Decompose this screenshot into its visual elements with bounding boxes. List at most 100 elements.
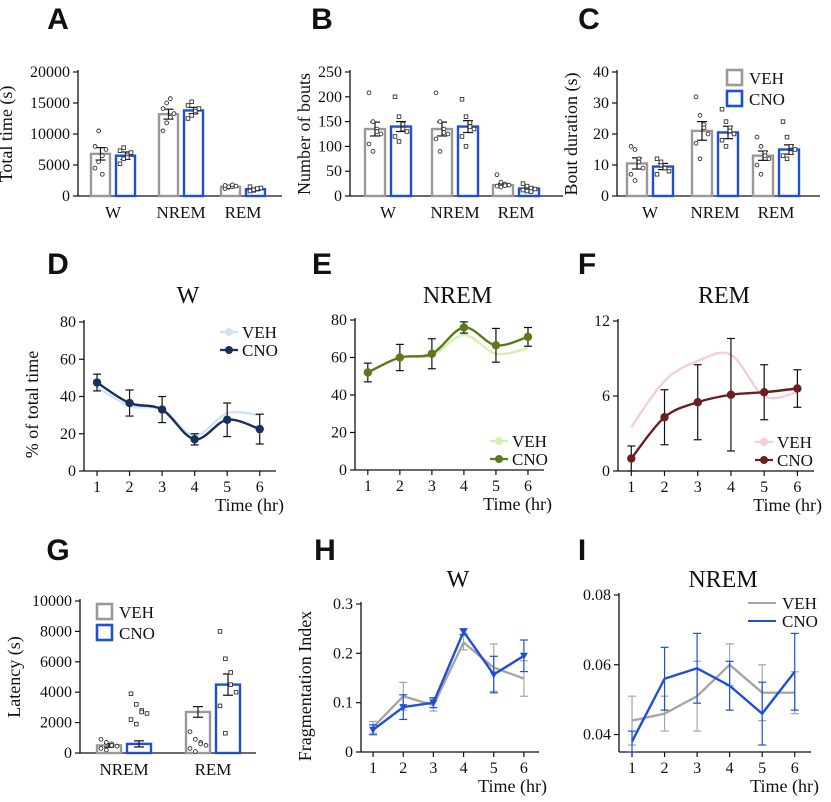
series-cno <box>628 632 799 753</box>
y-tick-label: 0.04 <box>583 727 611 744</box>
data-point <box>471 126 477 132</box>
legend-swatch-veh <box>95 602 114 621</box>
panel-title: NREM <box>688 567 757 593</box>
data-marker <box>491 341 501 350</box>
series-cno <box>92 373 264 446</box>
y-tick-label: 40 <box>331 387 347 404</box>
data-point <box>134 702 139 707</box>
data-point <box>662 165 668 171</box>
legend-marker-veh <box>495 437 503 445</box>
data-point <box>229 182 235 188</box>
data-point <box>247 184 253 189</box>
data-point <box>467 124 473 129</box>
data-point <box>192 749 198 754</box>
data-point <box>103 147 109 152</box>
panel-label: D <box>47 248 69 281</box>
data-point <box>437 119 443 124</box>
data-point <box>632 147 638 152</box>
category-label: W <box>105 203 122 222</box>
data-point <box>228 670 233 675</box>
data-marker <box>627 454 636 463</box>
data-point <box>463 114 469 119</box>
data-point <box>754 162 760 168</box>
data-point <box>96 159 102 165</box>
data-point <box>160 106 166 111</box>
bar-veh <box>751 154 775 198</box>
legend-label: VEH <box>512 432 547 451</box>
data-point <box>467 120 473 125</box>
data-point <box>400 121 406 127</box>
x-tick-label: 3 <box>693 760 701 777</box>
data-point <box>128 691 134 696</box>
data-point <box>506 182 512 188</box>
panel-title: REM <box>698 283 750 309</box>
category-label: NREM <box>156 203 205 222</box>
x-tick-label: 3 <box>694 479 702 496</box>
y-tick-label: 0.1 <box>333 695 353 712</box>
series-veh <box>630 351 798 428</box>
data-point <box>121 145 126 150</box>
data-point <box>780 119 786 124</box>
data-point <box>628 144 634 149</box>
data-point <box>134 721 139 727</box>
data-point <box>463 144 469 149</box>
data-point <box>366 90 372 96</box>
x-tick-label: 5 <box>492 478 500 495</box>
panel-label: I <box>578 534 586 567</box>
x-tick-label: 3 <box>428 478 436 495</box>
data-marker <box>157 405 167 414</box>
x-tick-label: 4 <box>191 479 199 496</box>
x-tick-label: 2 <box>661 760 669 777</box>
x-tick-label: 6 <box>520 760 528 777</box>
y-tick-label: 30 <box>593 95 609 112</box>
data-point <box>187 729 193 735</box>
data-point <box>374 129 380 134</box>
x-tick-label: 4 <box>727 479 735 496</box>
legend-label: VEH <box>782 594 817 613</box>
data-point <box>433 136 439 142</box>
x-tick-label: 1 <box>364 478 372 495</box>
data-marker <box>429 699 438 707</box>
category-label: REM <box>195 760 232 779</box>
x-tick-label: 2 <box>661 479 669 496</box>
data-point <box>494 183 500 189</box>
data-point <box>723 144 729 149</box>
data-point <box>437 149 443 154</box>
data-point <box>185 103 191 108</box>
data-point <box>226 184 232 190</box>
data-point <box>654 156 660 162</box>
data-point <box>758 171 764 177</box>
legend-label: VEH <box>777 433 812 452</box>
legend-marker-cno <box>760 456 768 464</box>
y-tick-label: 2000 <box>40 715 72 732</box>
data-point <box>99 153 105 159</box>
data-point <box>114 743 120 749</box>
x-tick-label: 2 <box>399 760 407 777</box>
data-point <box>784 134 790 140</box>
y-tick-label: 20 <box>593 126 609 143</box>
y-axis-label: Bout duration (s) <box>561 73 582 196</box>
data-marker <box>222 415 232 424</box>
bar-veh <box>363 127 387 198</box>
data-point <box>370 149 376 154</box>
y-axis-label: Total time (s) <box>0 86 17 183</box>
data-point <box>498 184 504 190</box>
data-point <box>723 119 729 124</box>
y-tick-label: 0.06 <box>583 657 611 674</box>
data-point <box>766 156 772 162</box>
x-axis-label: Time (hr) <box>753 495 822 516</box>
y-tick-label: 4000 <box>40 684 72 701</box>
legend-label: CNO <box>242 341 278 360</box>
y-tick-label: 0.2 <box>333 645 353 662</box>
legend-swatch-cno <box>725 89 744 108</box>
category-label: NREM <box>690 203 739 222</box>
data-marker <box>523 332 533 342</box>
panel-title: NREM <box>423 283 492 309</box>
x-axis-label: Time (hr) <box>483 494 552 515</box>
bar-cno <box>182 109 205 198</box>
y-tick-label: 20 <box>60 426 76 443</box>
x-tick-label: 5 <box>760 479 768 496</box>
y-tick-label: 0 <box>602 463 610 480</box>
